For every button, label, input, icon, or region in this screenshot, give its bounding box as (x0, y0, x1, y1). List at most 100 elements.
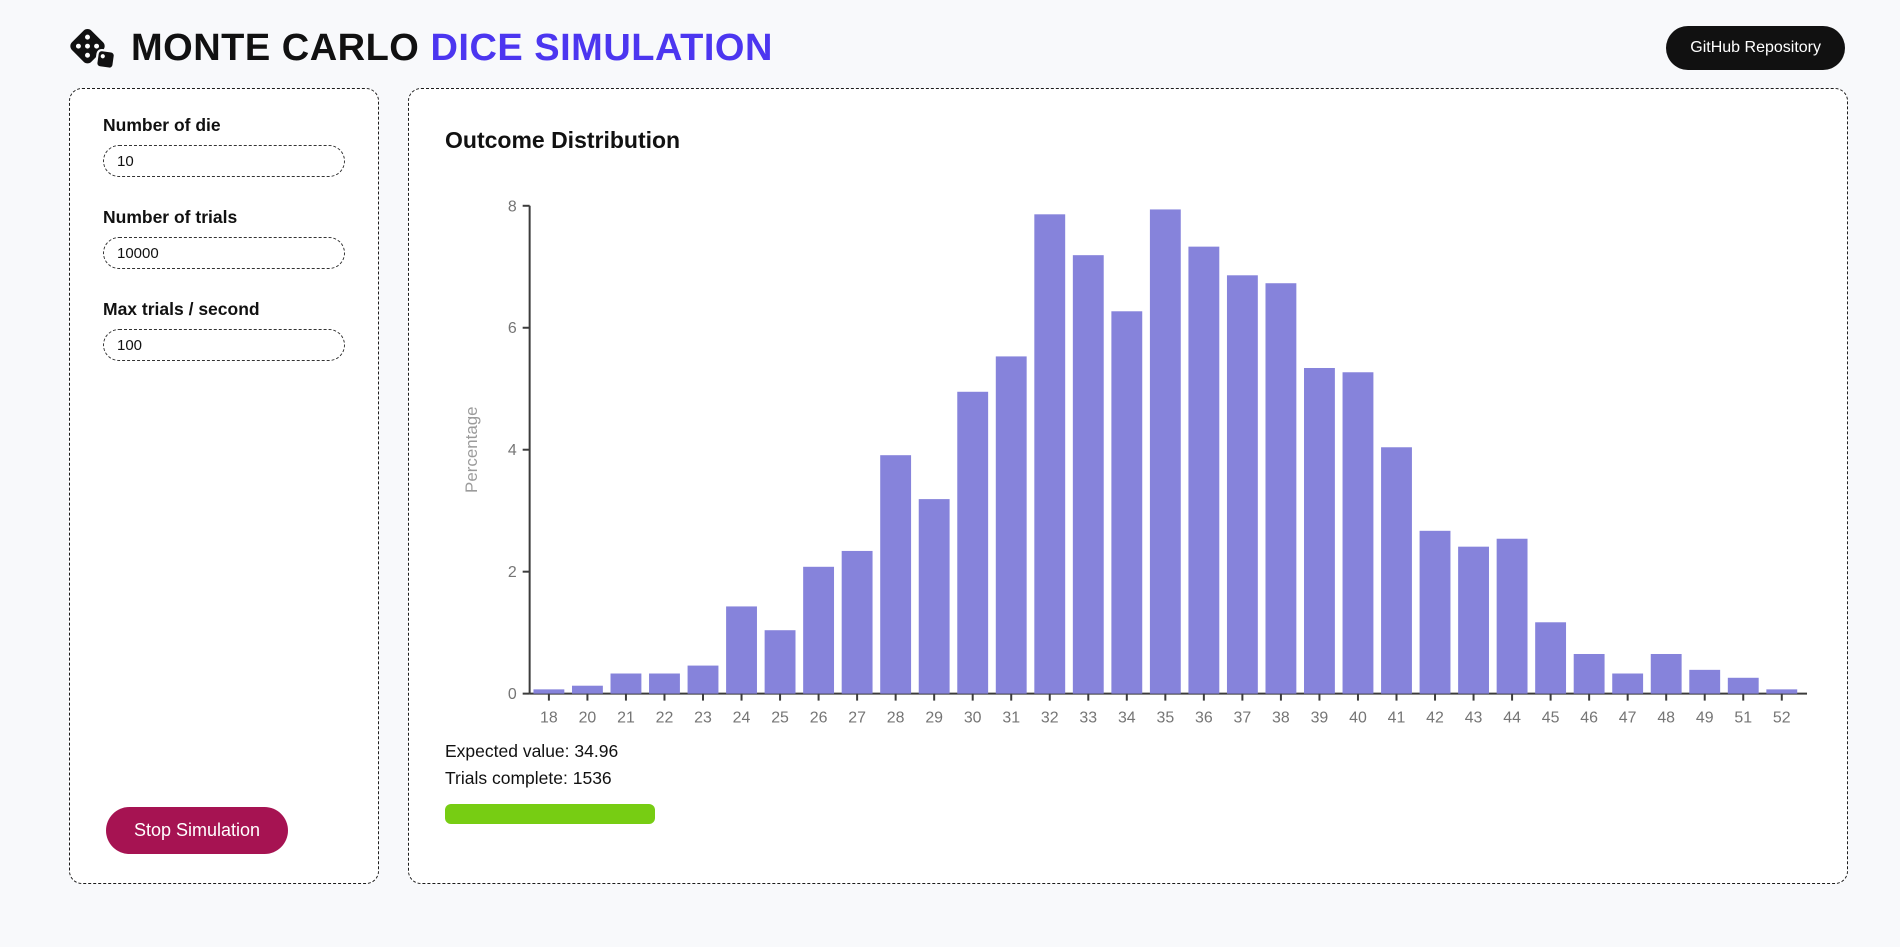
x-tick-label-49: 49 (1696, 710, 1714, 727)
x-tick-label-42: 42 (1426, 710, 1444, 727)
bar-27 (841, 550, 873, 694)
x-tick-label-43: 43 (1465, 710, 1483, 727)
number-of-trials-label: Number of trials (103, 207, 238, 227)
x-tick-label-35: 35 (1156, 710, 1174, 727)
main-layout: Number of die Number of trials Max trial… (0, 88, 1900, 884)
bar-22 (649, 673, 680, 694)
trials-complete-stat: Trials complete: 1536 (445, 765, 1811, 792)
bar-20 (571, 685, 603, 694)
number-of-trials-input[interactable] (103, 237, 345, 269)
expected-value-stat: Expected value: 34.96 (445, 738, 1811, 765)
max-trials-per-second-label: Max trials / second (103, 299, 260, 319)
y-tick-label-4: 4 (508, 442, 517, 459)
x-tick-label-41: 41 (1388, 710, 1406, 727)
max-trials-per-second-field-group: Max trials / second (103, 299, 345, 361)
bar-49 (1689, 669, 1721, 694)
x-tick-label-25: 25 (771, 710, 789, 727)
x-tick-label-36: 36 (1195, 710, 1213, 727)
x-tick-label-48: 48 (1657, 710, 1675, 727)
bar-24 (726, 606, 757, 694)
bar-30 (957, 391, 989, 694)
y-tick-label-8: 8 (508, 198, 517, 215)
page-title: MONTE CARLO DICE SIMULATION (131, 27, 773, 70)
bar-36 (1188, 246, 1220, 694)
bar-43 (1458, 546, 1489, 694)
bar-26 (803, 566, 835, 694)
number-of-trials-field-group: Number of trials (103, 207, 345, 269)
x-tick-label-21: 21 (617, 710, 635, 727)
bar-31 (995, 356, 1027, 694)
x-tick-label-52: 52 (1773, 710, 1791, 727)
x-tick-label-47: 47 (1619, 710, 1637, 727)
page-title-accent: DICE SIMULATION (430, 26, 773, 69)
y-axis-label: Percentage (462, 406, 481, 492)
progress-bar-fill (445, 804, 655, 825)
x-tick-label-32: 32 (1041, 710, 1059, 727)
page-title-black: MONTE CARLO (131, 26, 420, 69)
bar-42 (1419, 530, 1451, 694)
x-tick-label-23: 23 (694, 710, 712, 727)
x-tick-label-34: 34 (1118, 710, 1136, 727)
trials-complete-number: 1536 (572, 768, 612, 789)
x-tick-label-37: 37 (1234, 710, 1252, 727)
x-tick-label-38: 38 (1272, 710, 1290, 727)
bar-18 (533, 689, 565, 694)
bar-51 (1727, 677, 1759, 694)
x-tick-label-22: 22 (656, 710, 674, 727)
x-tick-label-26: 26 (810, 710, 828, 727)
bar-29 (918, 499, 950, 694)
number-of-die-input[interactable] (103, 145, 345, 177)
bar-45 (1535, 622, 1567, 694)
github-repository-button[interactable]: GitHub Repository (1666, 26, 1845, 70)
y-tick-label-6: 6 (508, 320, 517, 337)
bar-39 (1304, 367, 1335, 694)
bar-44 (1496, 538, 1528, 694)
x-tick-label-39: 39 (1311, 710, 1329, 727)
bar-52 (1766, 689, 1798, 694)
max-trials-per-second-input[interactable] (103, 329, 345, 361)
x-tick-label-40: 40 (1349, 710, 1367, 727)
bar-34 (1111, 311, 1143, 694)
header: MONTE CARLO DICE SIMULATION GitHub Repos… (0, 0, 1900, 88)
bar-37 (1226, 275, 1258, 694)
chart-title: Outcome Distribution (445, 127, 681, 153)
x-tick-label-20: 20 (579, 710, 597, 727)
bar-41 (1381, 447, 1412, 694)
y-tick-label-0: 0 (508, 686, 517, 703)
expected-value-label: Expected value: (445, 741, 570, 762)
x-tick-label-30: 30 (964, 710, 982, 727)
expected-value-number: 34.96 (574, 741, 619, 762)
x-tick-label-18: 18 (540, 710, 558, 727)
trials-complete-label: Trials complete: (445, 768, 568, 789)
controls-panel: Number of die Number of trials Max trial… (69, 88, 379, 884)
number-of-die-field-group: Number of die (103, 115, 345, 177)
x-tick-label-27: 27 (848, 710, 866, 727)
x-tick-label-24: 24 (733, 710, 751, 727)
x-tick-label-51: 51 (1734, 710, 1752, 727)
progress-bar-track (445, 804, 1811, 825)
x-tick-label-28: 28 (887, 710, 905, 727)
stop-simulation-button[interactable]: Stop Simulation (106, 807, 289, 854)
bar-47 (1612, 673, 1644, 694)
y-tick-label-2: 2 (508, 564, 517, 581)
bar-21 (610, 673, 642, 694)
bar-46 (1573, 653, 1605, 694)
number-of-die-label: Number of die (103, 115, 221, 135)
chart-panel: Outcome Distribution 0 2 4 6 8 Percentage 18 20… (408, 88, 1848, 884)
bar-28 (880, 455, 912, 694)
bar-35 (1149, 209, 1181, 694)
x-tick-label-29: 29 (925, 710, 943, 727)
bar-32 (1034, 214, 1066, 694)
x-tick-label-33: 33 (1079, 710, 1097, 727)
bar-40 (1342, 372, 1374, 694)
x-tick-label-45: 45 (1542, 710, 1560, 727)
bar-38 (1265, 283, 1297, 694)
x-tick-label-44: 44 (1503, 710, 1521, 727)
x-tick-label-31: 31 (1002, 710, 1020, 727)
x-tick-label-46: 46 (1580, 710, 1598, 727)
bar-33 (1072, 255, 1104, 694)
dice-icon (69, 26, 117, 70)
bar-48 (1650, 653, 1682, 694)
bar-25 (764, 630, 796, 694)
